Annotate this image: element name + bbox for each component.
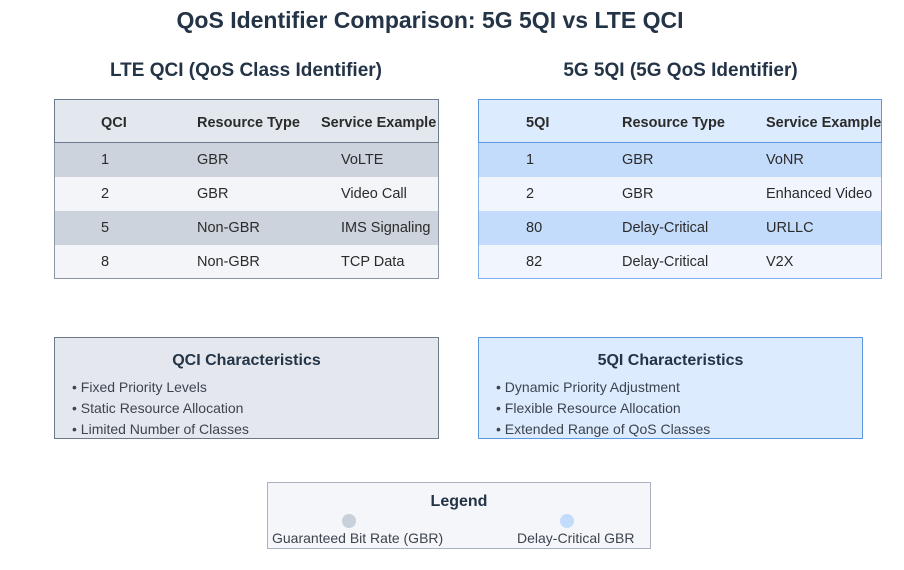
qci-characteristics-title: QCI Characteristics [172,352,321,369]
cell-resource-type: GBR [197,186,229,202]
table-header-row: 5QI Resource Type Service Example [478,99,882,143]
characteristic-item: • Fixed Priority Levels [72,379,207,395]
legend-box: Legend Guaranteed Bit Rate (GBR) Delay-C… [267,482,651,549]
table-row: 2 GBR Video Call [54,177,439,211]
lte-section-title: LTE QCI (QoS Class Identifier) [109,60,382,81]
5qi-characteristics-box: 5QI Characteristics • Dynamic Priority A… [478,337,863,439]
cell-resource-type: Delay-Critical [622,254,709,270]
table-header-row: QCI Resource Type Service Example [54,99,439,143]
qci-characteristics-box: QCI Characteristics • Fixed Priority Lev… [54,337,439,439]
characteristic-item: • Extended Range of QoS Classes [496,421,711,437]
legend-label-gbr: Guaranteed Bit Rate (GBR) [272,530,444,546]
legend-label-delay-critical: Delay-Critical GBR [517,530,635,546]
header-resource-type: Resource Type [197,115,300,131]
cell-qci: 1 [101,152,110,168]
header-service-example: Service Example [766,115,882,131]
cell-resource-type: Non-GBR [197,254,260,270]
nr-5qi-table: 5QI Resource Type Service Example 1 GBR … [478,99,882,279]
cell-service-example: TCP Data [341,254,405,270]
nr-section-title: 5G 5QI (5G QoS Identifier) [563,60,798,81]
cell-service-example: Video Call [341,186,407,202]
header-resource-type: Resource Type [622,115,725,131]
cell-service-example: V2X [766,254,794,270]
legend-title: Legend [430,493,488,510]
gbr-swatch [342,514,356,528]
table-row: 5 Non-GBR IMS Signaling [54,211,439,245]
cell-qci: 8 [101,254,110,270]
cell-resource-type: GBR [622,152,654,168]
cell-service-example: IMS Signaling [341,220,431,236]
characteristic-item: • Static Resource Allocation [72,400,244,416]
page-title: QoS Identifier Comparison: 5G 5QI vs LTE… [176,7,684,33]
header-service-example: Service Example [321,115,437,131]
cell-service-example: Enhanced Video [766,186,873,202]
cell-resource-type: GBR [197,152,229,168]
5qi-characteristics-title: 5QI Characteristics [597,352,744,369]
cell-resource-type: GBR [622,186,654,202]
table-row: 82 Delay-Critical V2X [478,245,882,279]
lte-qci-table: QCI Resource Type Service Example 1 GBR … [54,99,439,279]
header-5qi: 5QI [526,115,550,131]
cell-service-example: VoNR [766,152,804,168]
cell-qci: 5 [101,220,110,236]
table-row: 1 GBR VoNR [478,143,882,177]
delay-critical-swatch [560,514,574,528]
table-row: 8 Non-GBR TCP Data [54,245,439,279]
cell-resource-type: Non-GBR [197,220,260,236]
cell-5qi: 1 [526,152,535,168]
cell-5qi: 80 [526,220,543,236]
table-row: 80 Delay-Critical URLLC [478,211,882,245]
table-row: 2 GBR Enhanced Video [478,177,882,211]
characteristic-item: • Limited Number of Classes [72,421,249,437]
cell-resource-type: Delay-Critical [622,220,709,236]
table-row: 1 GBR VoLTE [54,143,439,177]
cell-service-example: VoLTE [341,152,384,168]
characteristic-item: • Flexible Resource Allocation [496,400,681,416]
cell-service-example: URLLC [766,220,814,236]
cell-5qi: 82 [526,254,543,270]
cell-qci: 2 [101,186,110,202]
header-qci: QCI [101,115,127,131]
cell-5qi: 2 [526,186,535,202]
characteristic-item: • Dynamic Priority Adjustment [496,379,680,395]
